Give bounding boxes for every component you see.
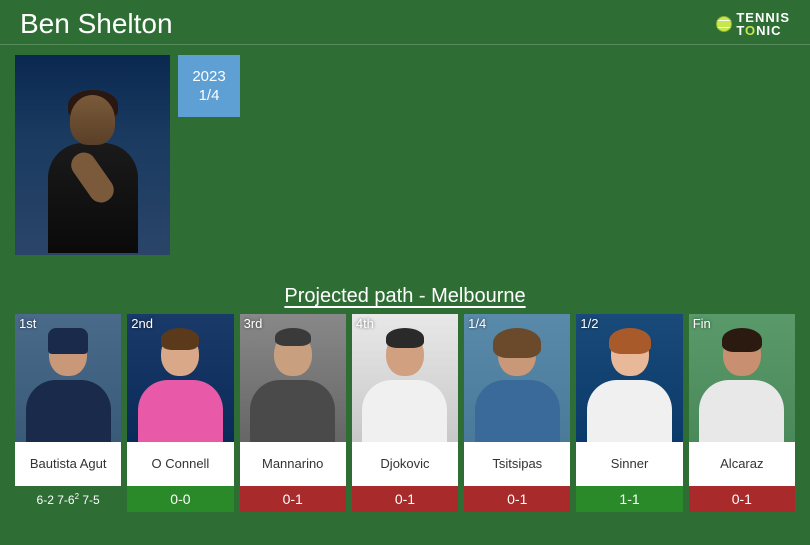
opponent-name: Mannarino xyxy=(240,442,346,486)
opponent-name: Sinner xyxy=(576,442,682,486)
opponent-name: Tsitsipas xyxy=(464,442,570,486)
opponent-figure-icon xyxy=(352,314,458,442)
opponent-figure-icon xyxy=(127,314,233,442)
round-label: 1st xyxy=(19,316,36,331)
site-logo[interactable]: TENNIS TONIC xyxy=(716,11,790,37)
record-badge: 6-2 7-62 7-5 xyxy=(15,486,121,512)
header: Ben Shelton TENNIS TONIC xyxy=(0,0,810,45)
opponent-card[interactable]: 4th Djokovic0-1 xyxy=(352,314,458,512)
logo-tonic: TONIC xyxy=(736,24,790,37)
round-label: 1/4 xyxy=(468,316,486,331)
projected-title: Projected path - Melbourne xyxy=(284,285,525,307)
projected-section: Projected path - Melbourne 1st Bautista A… xyxy=(0,285,810,512)
opponent-card[interactable]: 2nd O Connell0-0 xyxy=(127,314,233,512)
opponent-card[interactable]: 1st Bautista Agut 6-2 7-62 7-5 xyxy=(15,314,121,512)
opponent-name: Djokovic xyxy=(352,442,458,486)
opponent-card[interactable]: 3rd Mannarino0-1 xyxy=(240,314,346,512)
record-badge: 1-1 xyxy=(576,486,682,512)
tennis-ball-icon xyxy=(716,16,732,32)
record-badge: 0-1 xyxy=(464,486,570,512)
opponent-photo xyxy=(576,314,682,442)
player-photo xyxy=(15,55,170,255)
round-label: 4th xyxy=(356,316,374,331)
opponent-photo xyxy=(240,314,346,442)
opponent-figure-icon xyxy=(576,314,682,442)
logo-text: TENNIS TONIC xyxy=(736,11,790,37)
record-badge: 0-0 xyxy=(127,486,233,512)
opponent-figure-icon xyxy=(464,314,570,442)
round-label: 2nd xyxy=(131,316,153,331)
opponent-photo xyxy=(352,314,458,442)
opponent-figure-icon xyxy=(15,314,121,442)
opponent-figure-icon xyxy=(689,314,795,442)
opponent-card[interactable]: 1/4 Tsitsipas0-1 xyxy=(464,314,570,512)
opponent-name: O Connell xyxy=(127,442,233,486)
opponent-card[interactable]: 1/2 Sinner1-1 xyxy=(576,314,682,512)
opponent-photo xyxy=(15,314,121,442)
opponent-photo xyxy=(127,314,233,442)
opponent-photo xyxy=(464,314,570,442)
record-badge: 0-1 xyxy=(689,486,795,512)
opponent-figure-icon xyxy=(240,314,346,442)
year-badge-result: 1/4 xyxy=(199,86,220,106)
opponent-name: Alcaraz xyxy=(689,442,795,486)
year-badge-year: 2023 xyxy=(192,67,225,87)
player-name: Ben Shelton xyxy=(20,8,173,40)
player-figure-icon xyxy=(38,85,148,255)
round-label: 3rd xyxy=(244,316,263,331)
opponent-card[interactable]: Fin Alcaraz0-1 xyxy=(689,314,795,512)
round-label: Fin xyxy=(693,316,711,331)
opponent-name: Bautista Agut xyxy=(15,442,121,486)
record-badge: 0-1 xyxy=(352,486,458,512)
opponent-photo xyxy=(689,314,795,442)
year-badge: 2023 1/4 xyxy=(178,55,240,117)
main-row: 2023 1/4 xyxy=(0,45,810,255)
round-label: 1/2 xyxy=(580,316,598,331)
record-badge: 0-1 xyxy=(240,486,346,512)
path-row: 1st Bautista Agut 6-2 7-62 7-5 2nd O Connell… xyxy=(15,314,795,512)
score-text: 6-2 7-62 7-5 xyxy=(37,492,100,507)
